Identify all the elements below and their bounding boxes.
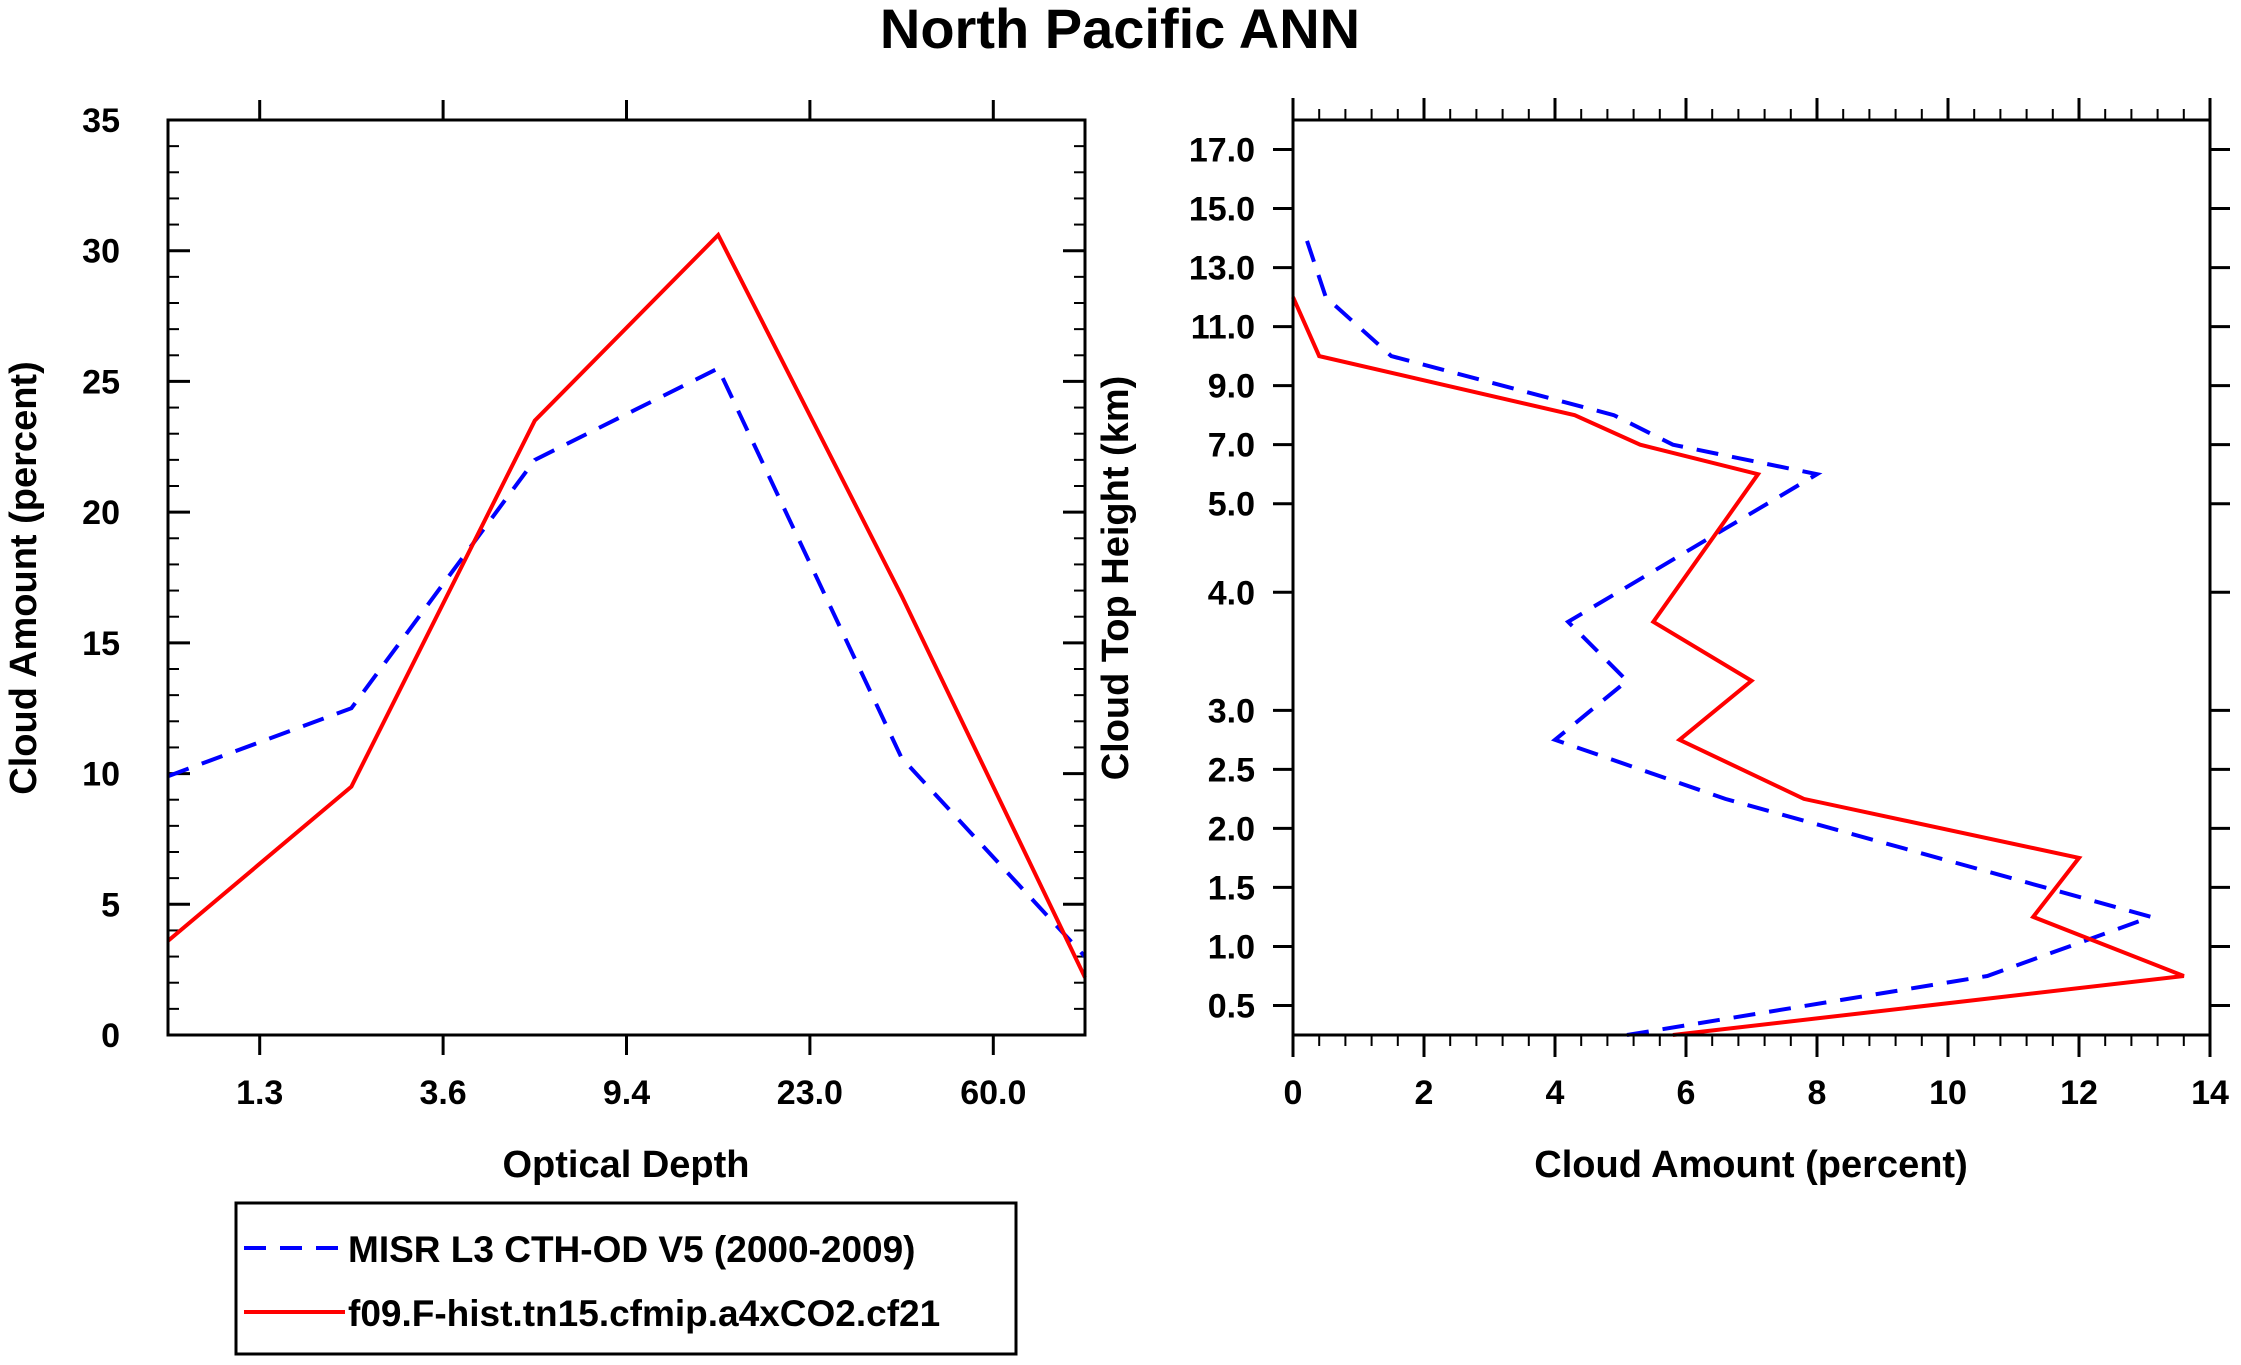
y-tick-label: 0.5	[1208, 987, 1255, 1025]
x-tick-label: 4	[1546, 1074, 1565, 1112]
legend-label-misr: MISR L3 CTH-OD V5 (2000-2009)	[348, 1229, 916, 1270]
y-tick-label: 20	[82, 494, 120, 532]
legend: MISR L3 CTH-OD V5 (2000-2009) f09.F-hist…	[234, 1201, 1018, 1356]
chart-title: North Pacific ANN	[880, 0, 1360, 60]
y-tick-label: 17.0	[1189, 132, 1255, 170]
y-tick-label: 5.0	[1208, 486, 1255, 524]
y-tick-label: 4.0	[1208, 574, 1255, 612]
right-y-axis-label: Cloud Top Height (km)	[1095, 376, 1137, 781]
legend-box	[234, 1201, 1018, 1356]
x-tick-label: 12	[2060, 1074, 2098, 1112]
y-tick-label: 30	[82, 233, 120, 271]
x-tick-label: 2	[1415, 1074, 1434, 1112]
y-tick-label: 1.5	[1208, 869, 1255, 907]
y-tick-label: 1.0	[1208, 928, 1255, 966]
x-tick-label: 0	[1284, 1074, 1303, 1112]
y-tick-label: 2.0	[1208, 810, 1255, 848]
y-tick-label: 15.0	[1189, 191, 1255, 229]
x-tick-label: 8	[1808, 1074, 1827, 1112]
y-tick-label: 13.0	[1189, 250, 1255, 288]
series-line-0	[1304, 237, 2158, 1037]
right-tick-labels: 0 2 4 6 8 10 12 14 0.5 1.0 1.5 2.0 2.5 3.0 4.0 5.0 7.0 9.…	[1189, 132, 2229, 1112]
left-y-axis-label: Cloud Amount (percent)	[3, 361, 45, 794]
right-series	[1291, 237, 2185, 1037]
y-tick-label: 10	[82, 756, 120, 794]
series-line-1	[166, 231, 1087, 979]
x-tick-label: 6	[1677, 1074, 1696, 1112]
y-tick-label: 2.5	[1208, 751, 1255, 789]
left-x-axis-label: Optical Depth	[502, 1144, 749, 1186]
y-tick-label: 7.0	[1208, 427, 1255, 465]
x-tick-label: 14	[2191, 1074, 2229, 1112]
left-tick-labels: 0 5 10 15 20 25 30 35 1.3 3.6 9.4 23.0 60.0	[82, 102, 1026, 1112]
y-tick-label: 11.0	[1191, 309, 1255, 347]
series-line-0	[167, 365, 1087, 958]
y-tick-label: 0	[101, 1017, 120, 1055]
y-tick-label: 35	[82, 102, 120, 140]
x-tick-label: 60.0	[960, 1074, 1026, 1112]
y-tick-label: 25	[82, 363, 120, 401]
series-line-1	[1291, 296, 2185, 1037]
left-plot-frame	[166, 118, 1087, 1037]
x-tick-label: 9.4	[603, 1074, 650, 1112]
y-tick-label: 3.0	[1208, 692, 1255, 730]
y-tick-label: 5	[101, 886, 120, 924]
y-tick-label: 15	[82, 625, 120, 663]
right-x-axis-label: Cloud Amount (percent)	[1534, 1144, 1967, 1186]
x-tick-label: 10	[1929, 1074, 1967, 1112]
y-tick-label: 9.0	[1208, 368, 1255, 406]
right-plot-frame	[1291, 118, 2212, 1037]
left-panel: 0 5 10 15 20 25 30 35 1.3 3.6 9.4 23.0 60.0 Optical …	[3, 100, 1087, 1186]
x-tick-label: 3.6	[419, 1074, 466, 1112]
left-ticks	[168, 100, 1085, 1055]
right-ticks	[1273, 98, 2230, 1057]
right-panel: 0 2 4 6 8 10 12 14 0.5 1.0 1.5 2.0 2.5 3.0 4.0 5.0 7.0 9.…	[1095, 98, 2230, 1186]
left-series	[166, 231, 1087, 979]
legend-label-model: f09.F-hist.tn15.cfmip.a4xCO2.cf21	[348, 1293, 940, 1334]
x-tick-label: 23.0	[777, 1074, 843, 1112]
x-tick-label: 1.3	[236, 1074, 283, 1112]
